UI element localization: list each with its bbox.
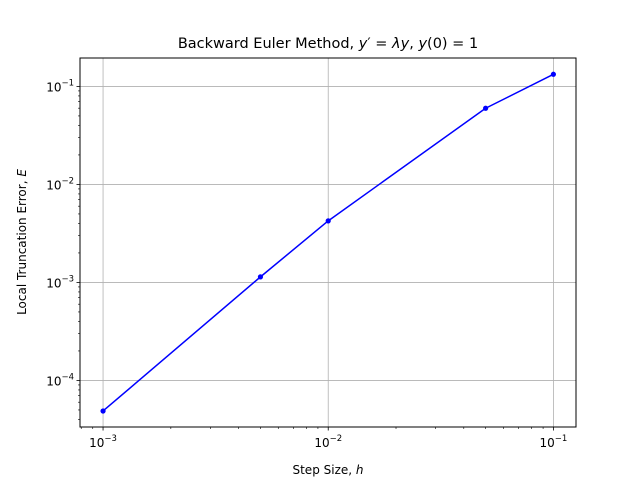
y-tick-base: 10 xyxy=(46,178,61,192)
y-tick-base: 10 xyxy=(46,80,61,94)
title-eq-comma: , xyxy=(409,36,418,52)
y-axis-label: Local Truncation Error, E xyxy=(15,169,29,315)
y-tick-label: 10−1 xyxy=(46,78,74,94)
y-tick-label: 10−2 xyxy=(46,176,74,192)
x-axis-label: Step Size, h xyxy=(292,463,363,477)
y-tick-exponent: −4 xyxy=(61,372,74,382)
x-tick-label: 10−1 xyxy=(539,434,567,450)
chart-title-prefix: Backward Euler Method, xyxy=(178,36,359,52)
x-axis-label-text: Step Size, xyxy=(292,463,355,477)
data-point xyxy=(100,408,106,414)
y-tick-exponent: −3 xyxy=(61,274,74,284)
x-axis-label-var: h xyxy=(356,463,364,477)
data-point xyxy=(550,71,556,77)
data-point xyxy=(483,105,489,111)
x-tick-exponent: −2 xyxy=(330,434,343,444)
title-eq-lambda: λ xyxy=(391,36,401,52)
x-tick-base: 10 xyxy=(539,436,554,450)
title-eq-initial: (0) = 1 xyxy=(427,36,478,52)
title-eq-prime: ′ xyxy=(367,36,370,52)
x-tick-label: 10−2 xyxy=(314,434,342,450)
chart-title: Backward Euler Method, y′ = λy, y(0) = 1 xyxy=(178,36,478,52)
y-axis-label-text: Local Truncation Error, xyxy=(15,177,29,315)
x-tick-label: 10−3 xyxy=(89,434,117,450)
grid-lines xyxy=(80,58,576,427)
x-tick-exponent: −1 xyxy=(555,434,568,444)
data-point xyxy=(325,218,331,224)
series-layer xyxy=(100,71,556,414)
axis-ticks: 10−3 10−2 10−110−410−310−210−1 xyxy=(46,78,567,450)
y-tick-exponent: −2 xyxy=(61,176,74,186)
title-eq-y3: y xyxy=(417,36,427,52)
title-eq-y1: y xyxy=(358,36,368,52)
title-eq-equals: = xyxy=(371,36,392,52)
y-axis-label-var: E xyxy=(15,169,29,177)
y-tick-base: 10 xyxy=(46,374,61,388)
y-tick-label: 10−3 xyxy=(46,274,74,290)
x-tick-base: 10 xyxy=(314,436,329,450)
y-tick-base: 10 xyxy=(46,276,61,290)
title-eq-y2: y xyxy=(400,36,410,52)
y-tick-exponent: −1 xyxy=(61,78,74,88)
data-point xyxy=(257,274,264,280)
y-tick-label: 10−4 xyxy=(46,372,74,388)
x-tick-base: 10 xyxy=(89,436,104,450)
x-tick-exponent: −3 xyxy=(104,434,117,444)
